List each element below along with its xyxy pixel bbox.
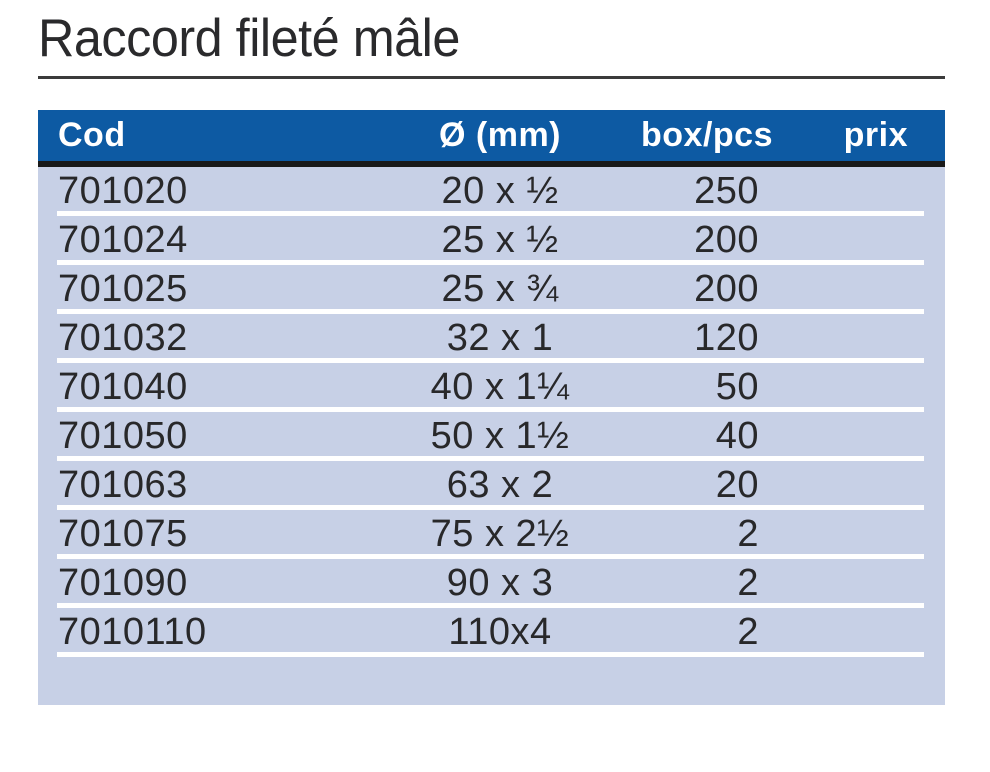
cell-cod: 701063 [58,464,188,506]
cell-box: 40 [715,415,759,457]
header-divider [38,161,945,167]
cell-cod: 7010110 [58,611,207,653]
cell-box: 20 [715,464,759,506]
table-row: 701020 20 x ½ 250 [38,167,945,216]
cell-diameter: 20 x ½ [441,170,559,212]
cell-cod: 701025 [58,268,188,310]
cell-diameter: 25 x ½ [441,219,559,261]
cell-diameter: 63 x 2 [446,464,554,506]
table-row: 701063 63 x 2 20 [38,461,945,510]
cell-box: 50 [715,366,759,408]
table-row: 7010110 110x4 2 [38,608,945,657]
table-row: 701040 40 x 1¼ 50 [38,363,945,412]
table-row: 701032 32 x 1 120 [38,314,945,363]
col-header-box-pcs: box/pcs [641,116,773,154]
cell-diameter: 40 x 1¼ [430,366,570,408]
table-row: 701024 25 x ½ 200 [38,216,945,265]
cell-cod: 701050 [58,415,188,457]
cell-diameter: 25 x ¾ [441,268,559,310]
cell-cod: 701020 [58,170,188,212]
cell-box: 200 [694,268,759,310]
table-row: 701025 25 x ¾ 200 [38,265,945,314]
cell-box: 2 [737,611,759,653]
product-table: Cod Ø (mm) box/pcs prix 701020 20 x ½ 25… [38,110,945,705]
table-row: 701075 75 x 2½ 2 [38,510,945,559]
cell-cod: 701040 [58,366,188,408]
cell-box: 120 [694,317,759,359]
cell-cod: 701024 [58,219,188,261]
cell-cod: 701075 [58,513,188,555]
col-header-cod: Cod [58,116,126,154]
table-header-row: Cod Ø (mm) box/pcs prix [38,110,945,161]
cell-diameter: 75 x 2½ [430,513,570,555]
table-footer-spacer [38,657,945,705]
cell-box: 2 [737,513,759,555]
cell-cod: 701032 [58,317,188,359]
cell-diameter: 50 x 1½ [430,415,570,457]
table-row: 701090 90 x 3 2 [38,559,945,608]
table-row: 701050 50 x 1½ 40 [38,412,945,461]
page-title: Raccord fileté mâle [38,9,460,68]
title-underline [38,76,945,79]
cell-diameter: 90 x 3 [446,562,554,604]
cell-box: 250 [694,170,759,212]
cell-diameter: 32 x 1 [446,317,554,359]
cell-box: 200 [694,219,759,261]
cell-diameter: 110x4 [448,611,552,653]
col-header-prix: prix [843,116,908,154]
cell-cod: 701090 [58,562,188,604]
col-header-diameter: Ø (mm) [439,116,561,154]
cell-box: 2 [737,562,759,604]
